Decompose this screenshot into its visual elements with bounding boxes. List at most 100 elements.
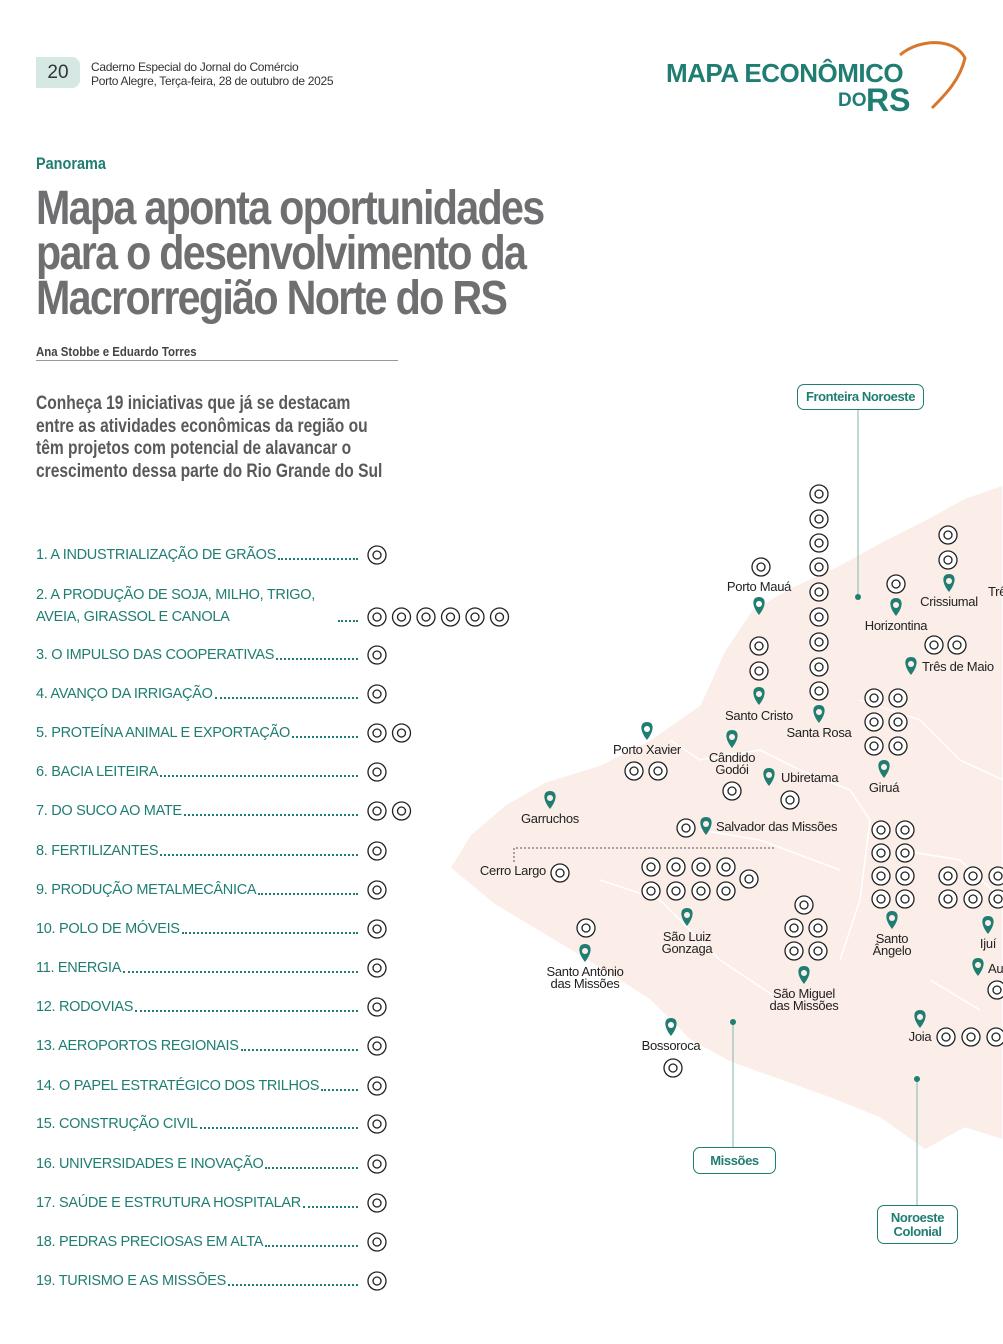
orange-arc <box>899 41 967 110</box>
icon-glyph <box>372 1041 382 1051</box>
leader <box>265 1167 358 1169</box>
icon-glyph <box>646 862 656 872</box>
icon-glyph <box>754 641 764 651</box>
pin <box>544 791 556 809</box>
icon <box>367 958 387 978</box>
item-text: 9. PRODUÇÃO METALMECÂNICA <box>36 882 257 898</box>
item-text: 13. AEROPORTOS REGIONAIS <box>36 1038 239 1054</box>
icon-glyph <box>396 806 407 816</box>
icon-glyph <box>555 868 565 878</box>
icon <box>895 889 915 909</box>
leader <box>291 736 358 738</box>
city-label: Garruchos <box>521 811 579 826</box>
city-label: Salvador das Missões <box>716 819 838 834</box>
region-label: Fronteira Noroeste <box>797 384 924 410</box>
icon-glyph <box>372 1198 382 1208</box>
pin <box>753 687 765 705</box>
icon-glyph <box>876 871 886 881</box>
icon <box>489 607 510 627</box>
city-label: Cândido Godói <box>708 750 756 777</box>
icon <box>988 889 1003 909</box>
icon-glyph <box>876 825 886 835</box>
list-item: 19. TURISMO E AS MISSÕES <box>36 1270 358 1292</box>
item-text: 14. O PAPEL ESTRATÉGICO DOS TRILHOS <box>36 1078 320 1094</box>
list-item: 14. O PAPEL ESTRATÉGICO DOS TRILHOS <box>36 1075 358 1097</box>
date: Porto Alegre, Terça-feira, 28 de outubro… <box>91 74 334 88</box>
icon-glyph <box>893 741 903 751</box>
icon-glyph <box>372 1159 382 1169</box>
rule <box>36 360 398 361</box>
page-number: 20 <box>36 57 80 88</box>
icon-glyph <box>372 846 382 856</box>
icon <box>641 881 661 901</box>
icon-glyph <box>372 550 382 560</box>
leader <box>135 1010 358 1012</box>
item-text: 18. PEDRAS PRECIOSAS EM ALTA <box>36 1234 264 1250</box>
pin <box>763 768 775 786</box>
icon-glyph <box>372 612 382 622</box>
dotted-link <box>513 847 775 862</box>
icon-glyph <box>813 923 823 933</box>
icon <box>367 841 387 861</box>
title-line: Mapa aponta oportunidades <box>36 182 545 235</box>
icon <box>749 636 769 656</box>
icon <box>963 889 983 909</box>
leader <box>181 932 358 934</box>
icon <box>809 509 829 529</box>
icon <box>367 1271 387 1291</box>
icon <box>808 941 828 961</box>
list-item: 11. ENERGIA <box>36 957 358 979</box>
item-text: 5. PROTEÍNA ANIMAL E EXPORTAÇÃO <box>36 725 290 741</box>
icon-glyph <box>992 985 1002 995</box>
icon <box>808 918 828 938</box>
leader <box>227 1284 358 1286</box>
pin <box>813 705 825 723</box>
leader <box>258 893 358 895</box>
icon <box>809 484 829 504</box>
icon-glyph <box>494 612 505 622</box>
icon <box>864 736 884 756</box>
item-text: 11. ENERGIA <box>36 960 122 976</box>
logo-text: RS <box>866 82 911 118</box>
list-item: 2. A PRODUÇÃO DE SOJA, MILHO, TRIGO, AVE… <box>36 584 358 628</box>
leader <box>160 775 358 777</box>
icon <box>367 880 387 900</box>
item-text: 12. RODOVIAS <box>36 999 134 1015</box>
leader <box>321 1089 358 1091</box>
icon-glyph <box>653 766 663 776</box>
icon <box>716 881 736 901</box>
icon <box>367 1036 387 1056</box>
pin <box>914 1010 926 1028</box>
icon <box>895 843 915 863</box>
icon-glyph <box>900 871 910 881</box>
leader <box>183 814 358 816</box>
region-label: Noroeste Colonial <box>877 1205 958 1244</box>
leader <box>302 1206 358 1208</box>
icon-glyph <box>372 1237 382 1247</box>
icon <box>367 919 387 939</box>
list-item: 5. PROTEÍNA ANIMAL E EXPORTAÇÃO <box>36 722 358 744</box>
icon <box>576 918 596 938</box>
icon <box>391 723 412 743</box>
item-text: 10. POLO DE MÓVEIS <box>36 921 180 937</box>
icon-glyph <box>754 666 764 676</box>
leader <box>160 854 358 856</box>
icon-glyph <box>581 923 591 933</box>
city-label: Horizontina <box>864 618 928 633</box>
pin <box>726 730 738 748</box>
list-item: 3. O IMPULSO DAS COOPERATIVAS <box>36 644 358 666</box>
icon-glyph <box>756 562 766 572</box>
icon <box>367 684 387 704</box>
icon <box>367 801 387 821</box>
icon <box>936 1027 956 1047</box>
icon <box>676 818 696 838</box>
icon-glyph <box>470 612 480 622</box>
leader <box>240 1049 358 1051</box>
leader <box>199 1127 358 1129</box>
icon-glyph <box>721 862 731 872</box>
item-text: 15. CONSTRUÇÃO CIVIL <box>36 1116 198 1132</box>
icon <box>691 857 711 877</box>
icon <box>794 895 814 915</box>
icon-glyph <box>372 767 382 777</box>
